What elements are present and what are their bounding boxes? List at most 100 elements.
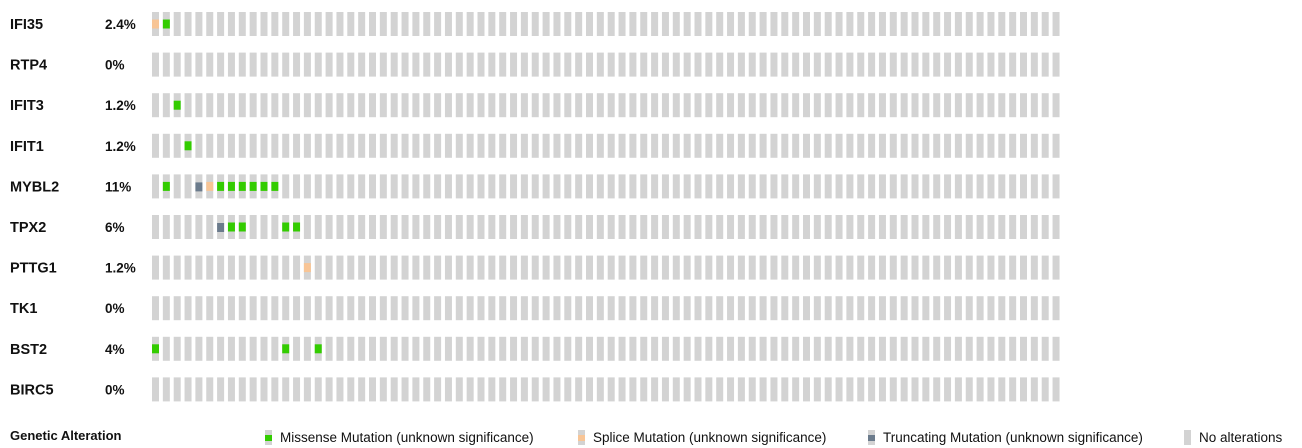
alteration-percent: 4%: [105, 342, 125, 357]
sample-cell: [282, 255, 290, 280]
sample-cell: [792, 93, 800, 118]
sample-cell: [455, 215, 463, 239]
sample-cell: [770, 12, 778, 36]
sample-cell: [705, 336, 713, 361]
sample-cell: [195, 52, 203, 77]
sample-cell: [1052, 377, 1060, 402]
sample-cell: [271, 93, 279, 118]
sample-cell: [564, 296, 572, 321]
sample-cell: [249, 12, 257, 36]
sample-cell: [303, 296, 311, 321]
sample-cell: [618, 93, 626, 118]
sample-cell: [401, 93, 409, 118]
sample-cell: [965, 133, 973, 158]
sample-cell: [629, 12, 637, 36]
sample-cell: [607, 93, 615, 118]
sample-cell: [846, 52, 854, 77]
sample-cell: [423, 377, 431, 402]
sample-cell: [477, 52, 485, 77]
sample-cell: [954, 377, 962, 402]
sample-cell: [379, 93, 387, 118]
sample-cell: [444, 255, 452, 280]
sample-cell: [303, 12, 311, 36]
sample-cell: [542, 12, 550, 36]
sample-cell: [987, 133, 995, 158]
sample-cell: [1041, 377, 1049, 402]
sample-cell: [444, 133, 452, 158]
sample-cell: [987, 174, 995, 199]
sample-cell: [857, 12, 865, 36]
sample-cell: [1030, 336, 1038, 361]
sample-cell: [835, 93, 843, 118]
missense-mutation-mark: [227, 181, 235, 191]
sample-cell: [672, 336, 680, 361]
sample-cell: [868, 296, 876, 321]
sample-cell: [358, 336, 366, 361]
sample-cell: [238, 377, 246, 402]
sample-cell: [303, 215, 311, 239]
sample-cell: [575, 296, 583, 321]
sample-cell: [271, 12, 279, 36]
sample-cell: [520, 52, 528, 77]
sample-cell: [987, 336, 995, 361]
sample-cell: [824, 133, 832, 158]
sample-cell: [618, 52, 626, 77]
sample-cell: [152, 133, 159, 158]
sample-cell: [379, 133, 387, 158]
sample-cell: [553, 52, 561, 77]
sample-cell: [596, 93, 604, 118]
sample-cell: [878, 133, 886, 158]
sample-cell: [510, 93, 518, 118]
sample-cell: [672, 12, 680, 36]
sample-cell: [737, 93, 745, 118]
sample-cell: [477, 12, 485, 36]
sample-cell: [260, 296, 268, 321]
sample-cell: [520, 93, 528, 118]
sample-cell: [976, 93, 984, 118]
sample-cell: [206, 12, 214, 36]
sample-cell: [954, 133, 962, 158]
missense-mutation-mark: [217, 181, 225, 191]
sample-cell: [727, 93, 735, 118]
sample-cell: [412, 296, 420, 321]
sample-cell: [195, 215, 203, 239]
missense-mutation-mark: [238, 222, 246, 232]
sample-cell: [444, 93, 452, 118]
sample-cell: [1030, 93, 1038, 118]
sample-cell: [965, 12, 973, 36]
gene-label: RTP4: [10, 58, 47, 74]
legend-swatch-truncating: [868, 430, 875, 445]
sample-cell: [727, 133, 735, 158]
sample-cell: [282, 52, 290, 77]
sample-cell: [434, 377, 442, 402]
sample-cell: [1030, 255, 1038, 280]
sample-cell: [401, 336, 409, 361]
sample-cell: [434, 174, 442, 199]
sample-cell: [868, 93, 876, 118]
sample-cell: [781, 174, 789, 199]
sample-cell: [900, 255, 908, 280]
sample-cell: [900, 12, 908, 36]
sample-cell: [520, 296, 528, 321]
sample-cell: [238, 336, 246, 361]
sample-cell: [889, 377, 897, 402]
sample-cell: [1041, 215, 1049, 239]
sample-cell: [173, 174, 181, 199]
gene-label: PTTG1: [10, 261, 57, 277]
sample-cell: [1020, 52, 1027, 77]
sample-cell: [878, 174, 886, 199]
sample-cell: [976, 336, 984, 361]
sample-cell: [846, 133, 854, 158]
sample-cell: [488, 12, 496, 36]
sample-cell: [564, 215, 572, 239]
sample-cell: [488, 215, 496, 239]
sample-cell: [954, 255, 962, 280]
sample-cell: [1030, 174, 1038, 199]
sample-cell: [781, 336, 789, 361]
sample-cell: [260, 93, 268, 118]
sample-cell: [575, 52, 583, 77]
sample-cell: [889, 52, 897, 77]
sample-cell: [705, 52, 713, 77]
sample-cell: [835, 255, 843, 280]
sample-cell: [835, 52, 843, 77]
